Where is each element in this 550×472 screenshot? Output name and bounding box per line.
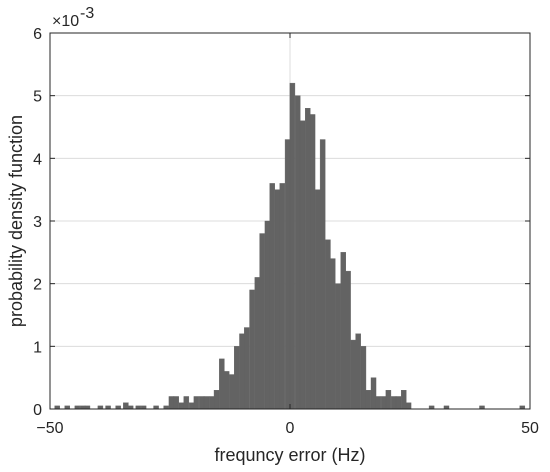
histogram-bar bbox=[213, 390, 220, 410]
histogram-bar bbox=[299, 120, 306, 410]
histogram-bar bbox=[223, 371, 230, 410]
histogram-bar bbox=[244, 327, 250, 410]
histogram-bar bbox=[209, 396, 215, 410]
histogram-bar bbox=[289, 82, 296, 410]
histogram-bar bbox=[264, 220, 271, 410]
y-tick-label: 0 bbox=[33, 402, 42, 419]
histogram-bar bbox=[279, 183, 286, 410]
x-tick-label: −50 bbox=[36, 420, 63, 437]
histogram-bar bbox=[229, 374, 235, 410]
y-tick-label: 3 bbox=[33, 214, 42, 231]
histogram-bar bbox=[340, 252, 347, 410]
histogram-bar bbox=[380, 396, 387, 410]
histogram-bar bbox=[188, 402, 195, 410]
histogram-bar bbox=[249, 289, 255, 410]
histogram-bar bbox=[274, 189, 281, 410]
y-tick-label: 1 bbox=[33, 339, 42, 356]
histogram-bar bbox=[123, 402, 129, 410]
y-tick-label: 2 bbox=[33, 277, 42, 294]
histogram-bar bbox=[350, 339, 357, 410]
histogram-bar bbox=[390, 396, 397, 410]
histogram-bar bbox=[219, 358, 225, 410]
histogram-bar bbox=[375, 396, 382, 410]
y-exponent-power: -3 bbox=[80, 5, 94, 22]
histogram-bar bbox=[294, 95, 301, 410]
y-tick-label: 5 bbox=[33, 89, 42, 106]
histogram-bar bbox=[183, 396, 190, 410]
histogram-bar bbox=[233, 346, 240, 410]
y-tick-labels: 0 1 2 3 4 5 6 bbox=[33, 26, 42, 419]
histogram-bar bbox=[284, 139, 291, 410]
x-tick-label: 50 bbox=[521, 420, 539, 437]
y-exponent-base: ×10 bbox=[52, 13, 79, 30]
histogram-bar bbox=[385, 390, 392, 410]
histogram-bar bbox=[360, 346, 367, 410]
histogram-bars bbox=[54, 82, 526, 410]
histogram-bar bbox=[259, 233, 265, 410]
y-tick-label: 6 bbox=[33, 26, 42, 43]
histogram-bar bbox=[330, 258, 336, 410]
axis-ticks bbox=[49, 32, 531, 410]
x-tick-label: 0 bbox=[286, 420, 295, 437]
histogram-bar bbox=[355, 333, 361, 410]
histogram-bar bbox=[305, 107, 311, 410]
x-tick-labels: −50 0 50 bbox=[36, 420, 539, 437]
histogram-bar bbox=[345, 270, 351, 410]
histogram-bar bbox=[315, 189, 321, 410]
histogram-bar bbox=[198, 396, 205, 410]
histogram-bar bbox=[401, 390, 407, 410]
histogram-bar bbox=[325, 239, 331, 410]
histogram-bar bbox=[370, 377, 377, 410]
histogram-bar bbox=[365, 390, 371, 410]
histogram-bar bbox=[173, 396, 179, 410]
y-axis-label: probability density function bbox=[6, 115, 26, 327]
histogram-bar bbox=[254, 277, 261, 410]
histogram-bar bbox=[395, 396, 402, 410]
histogram-bar bbox=[335, 283, 341, 410]
histogram-bar bbox=[203, 396, 210, 410]
histogram-bar bbox=[405, 402, 412, 410]
y-tick-label: 4 bbox=[33, 151, 42, 168]
histogram-bar bbox=[269, 183, 275, 410]
histogram-bar bbox=[309, 114, 316, 410]
histogram-bar bbox=[193, 396, 200, 410]
histogram-bar bbox=[319, 139, 326, 410]
histogram-bar bbox=[168, 396, 175, 410]
histogram-bar bbox=[239, 333, 245, 410]
x-axis-label: frequncy error (Hz) bbox=[214, 445, 365, 465]
histogram-bar bbox=[178, 402, 185, 410]
